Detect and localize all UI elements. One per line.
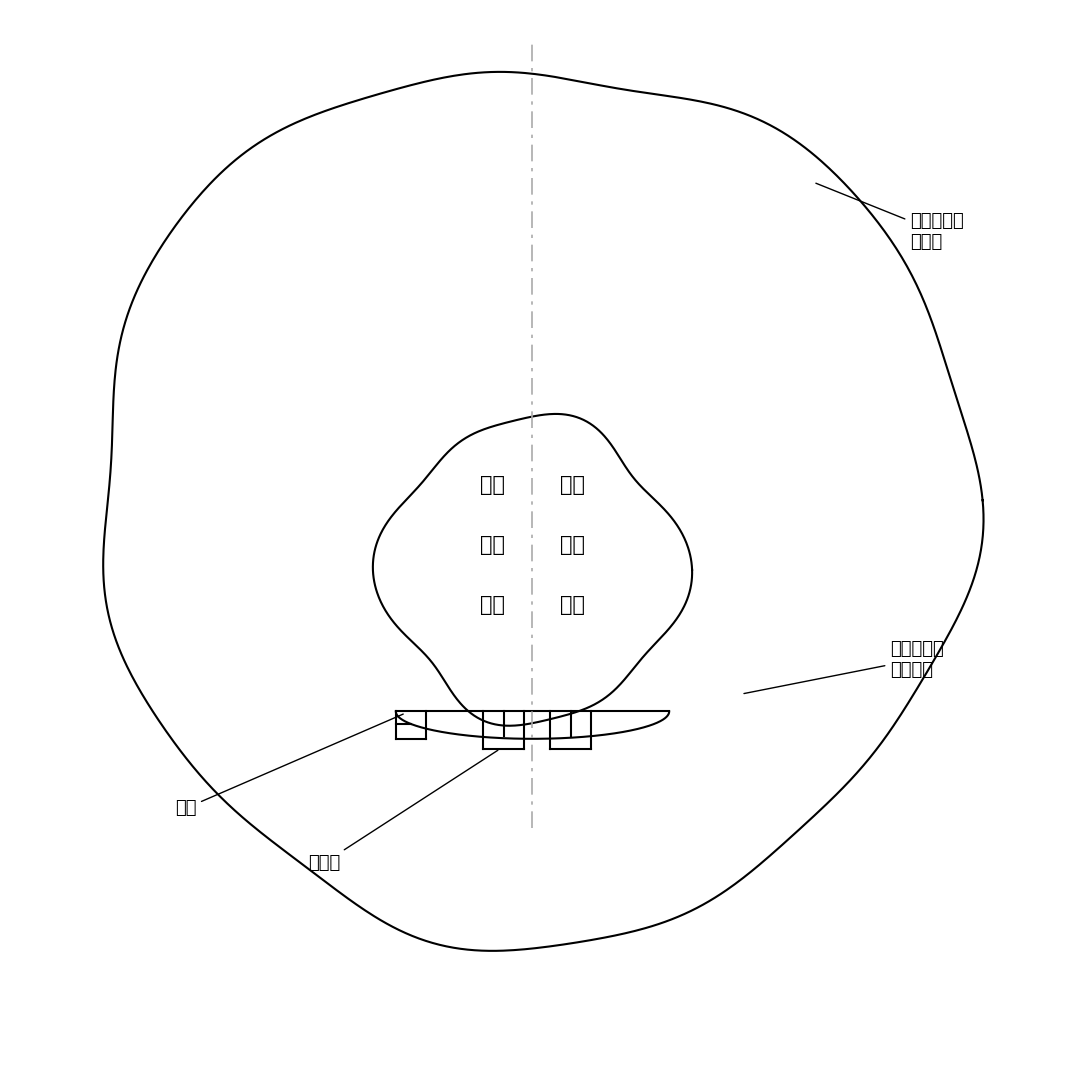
Text: 水沟: 水沟 xyxy=(175,714,404,817)
Text: 电缆槽: 电缆槽 xyxy=(308,750,497,872)
Text: 隧道: 隧道 xyxy=(480,535,505,556)
Text: 既有: 既有 xyxy=(560,475,585,496)
Text: 扩挖后的隧
道轮廓: 扩挖后的隧 道轮廓 xyxy=(816,183,964,252)
Text: 中线: 中线 xyxy=(480,595,505,614)
Text: 小断面既有
平导轮廓: 小断面既有 平导轮廓 xyxy=(744,640,944,693)
Text: 平导: 平导 xyxy=(560,535,585,556)
Text: 扩挖: 扩挖 xyxy=(480,475,505,496)
Text: 中线: 中线 xyxy=(560,595,585,614)
